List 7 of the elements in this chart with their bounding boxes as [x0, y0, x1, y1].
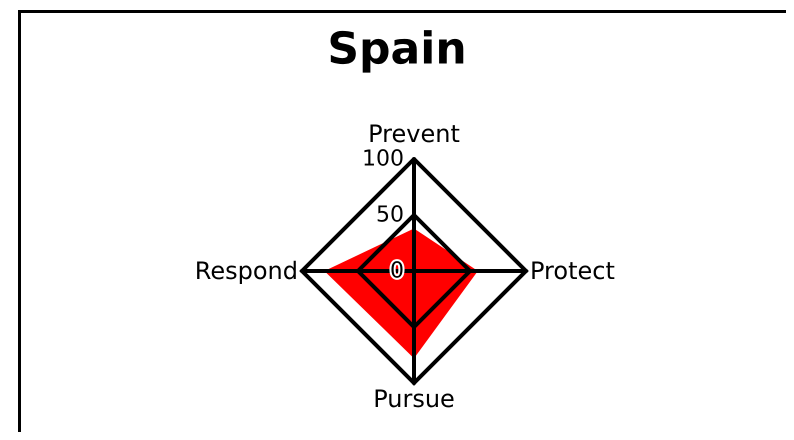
- spoke-label: Respond: [194, 257, 298, 285]
- chart-title: Spain: [327, 24, 467, 74]
- y-tick-label: 100: [362, 146, 404, 172]
- spoke-label: Prevent: [368, 120, 460, 148]
- spoke-label: Pursue: [373, 385, 455, 413]
- spoke-label: Protect: [530, 257, 615, 285]
- y-tick-label: 50: [376, 202, 404, 228]
